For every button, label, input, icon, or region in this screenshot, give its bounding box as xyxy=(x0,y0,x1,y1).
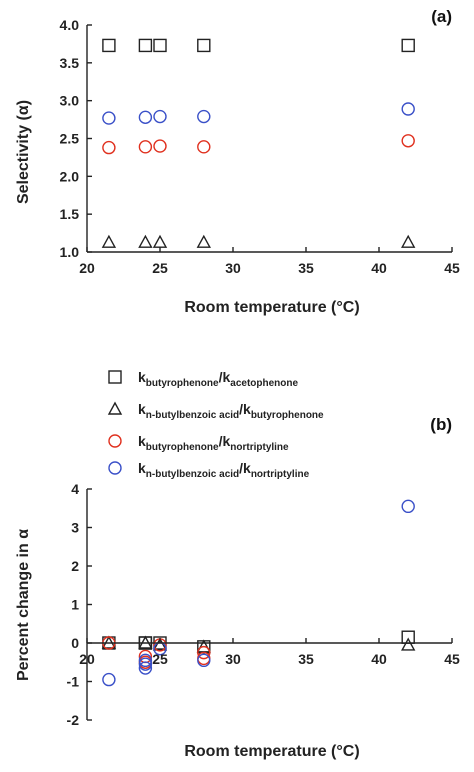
panel-a-series-4-point xyxy=(102,111,116,125)
panel-a-series-2-point xyxy=(401,234,416,248)
panel-b-series-4-point xyxy=(138,661,153,675)
legend-marker-series-2 xyxy=(107,401,123,415)
panel-a-series-4-point xyxy=(401,102,415,116)
panel-b-x-tick-label: 40 xyxy=(371,651,387,667)
panel-a-series-1-point xyxy=(138,38,153,53)
panel-a-series-3-point xyxy=(138,140,153,154)
panel-b-series-3-point xyxy=(197,645,211,660)
panel-a-y-tick-label: 1.0 xyxy=(60,244,80,260)
panel-a-series-1-point xyxy=(102,38,116,53)
panel-a-series-4-point xyxy=(138,110,153,125)
chart-panel-a: 1.0 1.5 2.0 2.5 3.0 3.5 4.0 20 25 30 35 40 45 (a) Ro… xyxy=(15,7,460,316)
panel-a-y-tick-label: 3.5 xyxy=(60,55,80,71)
chart-panel-b: kbutyrophenone/kacetophenone kn-butylbenz… xyxy=(15,369,460,760)
panel-a-y-tick-label: 3.0 xyxy=(60,93,80,109)
legend-marker-series-1 xyxy=(108,370,122,384)
legend-label-series-1: kbutyrophenone/kacetophenone xyxy=(138,369,298,389)
panel-a-x-tick-label: 25 xyxy=(152,260,168,276)
panel-b-legend: kbutyrophenone/kacetophenone kn-butylbenz… xyxy=(107,369,324,480)
panel-a-series-3-point xyxy=(401,134,415,148)
panel-a-y-tick-label: 4.0 xyxy=(60,17,80,33)
panel-a-series-1-point xyxy=(401,38,415,53)
panel-b-y-tick-label: 0 xyxy=(71,635,79,651)
panel-b-series-4-point xyxy=(138,657,153,671)
legend-marker-series-3 xyxy=(108,434,122,448)
panel-b-y-tick-label: 3 xyxy=(71,520,79,536)
panel-a-y-tick-label: 1.5 xyxy=(60,206,80,222)
panel-a-series-4-point xyxy=(197,109,211,124)
panel-a-y-tick-label: 2.5 xyxy=(60,131,80,147)
panel-b-y-tick-label: 1 xyxy=(71,597,79,613)
panel-b-series-2-point xyxy=(152,637,168,651)
panel-b-y-axis-title: Percent change in α xyxy=(15,529,32,681)
legend-label-series-4: kn-butylbenzoic acid/knortriptyline xyxy=(138,460,310,480)
panel-a-series-3-point xyxy=(102,140,116,155)
panel-b-y-tick-label: 4 xyxy=(71,481,79,497)
legend-label-series-2: kn-butylbenzoic acid/kbutyrophenone xyxy=(138,401,324,421)
panel-b-y-tick-label: -2 xyxy=(67,712,80,728)
panel-a-series-2-point xyxy=(152,234,168,248)
panel-b-series-1-point xyxy=(401,630,415,644)
panel-b-series-4-point xyxy=(197,653,211,668)
panel-b-label: (b) xyxy=(430,415,452,434)
panel-a-series-2-point xyxy=(138,234,153,248)
panel-a-y-axis-title: Selectivity (α) xyxy=(15,100,32,204)
panel-b-data-points xyxy=(101,499,416,687)
panel-a-axes: 1.0 1.5 2.0 2.5 3.0 3.5 4.0 20 25 30 35 40 45 xyxy=(60,17,460,276)
legend-marker-series-4 xyxy=(108,461,122,475)
panel-a-series-3-point xyxy=(197,140,211,154)
panel-a-x-tick-label: 45 xyxy=(444,260,460,276)
panel-b-x-axis-title: Room temperature (°C) xyxy=(184,743,359,760)
panel-b-y-tick-label: 2 xyxy=(71,558,79,574)
panel-a-series-2-point xyxy=(196,234,211,248)
panel-a-x-tick-label: 40 xyxy=(371,260,387,276)
panel-a-x-tick-label: 30 xyxy=(225,260,241,276)
panel-b-x-tick-label: 45 xyxy=(444,651,460,667)
panel-a-series-1-point xyxy=(197,38,211,53)
panel-a-series-3-point xyxy=(153,139,167,153)
panel-a-x-tick-label: 20 xyxy=(79,260,95,276)
panel-b-series-4-point xyxy=(102,672,116,687)
panel-b-x-tick-label: 30 xyxy=(225,651,241,667)
panel-b-x-tick-label: 25 xyxy=(152,651,168,667)
panel-b-series-4-point xyxy=(401,499,415,514)
panel-b-x-tick-label: 20 xyxy=(79,651,95,667)
panel-a-data-points xyxy=(101,38,416,248)
panel-b-series-4-point xyxy=(138,653,153,668)
panel-b-series-2-point xyxy=(401,637,416,651)
panel-a-label: (a) xyxy=(431,7,452,26)
panel-a-y-tick-label: 2.0 xyxy=(60,168,80,184)
panel-b-axes: -2 -1 0 1 2 3 4 20 25 30 35 40 45 xyxy=(67,481,460,728)
panel-a-series-1-point xyxy=(153,38,167,53)
legend-label-series-3: kbutyrophenone/knortriptyline xyxy=(138,433,289,453)
panel-a-x-axis-title: Room temperature (°C) xyxy=(184,299,359,316)
panel-b-x-tick-label: 35 xyxy=(298,651,314,667)
panel-a-series-4-point xyxy=(153,109,167,124)
panel-b-y-tick-label: -1 xyxy=(67,674,80,690)
panel-a-x-tick-label: 35 xyxy=(298,260,314,276)
panel-a-series-2-point xyxy=(101,234,117,248)
